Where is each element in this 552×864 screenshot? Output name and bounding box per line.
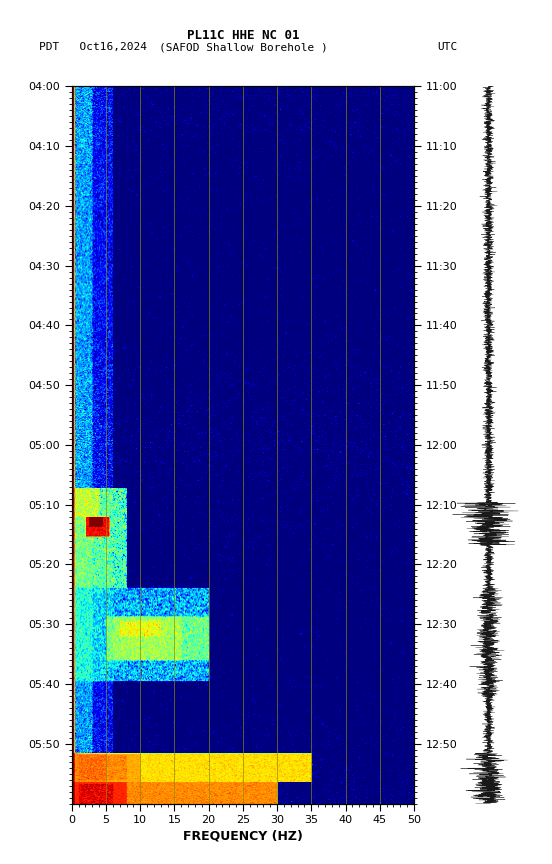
Text: PL11C HHE NC 01: PL11C HHE NC 01 [187,29,299,42]
X-axis label: FREQUENCY (HZ): FREQUENCY (HZ) [183,829,303,842]
Text: (SAFOD Shallow Borehole ): (SAFOD Shallow Borehole ) [158,42,327,53]
Text: PDT   Oct16,2024: PDT Oct16,2024 [39,42,147,53]
Text: UTC: UTC [437,42,457,53]
